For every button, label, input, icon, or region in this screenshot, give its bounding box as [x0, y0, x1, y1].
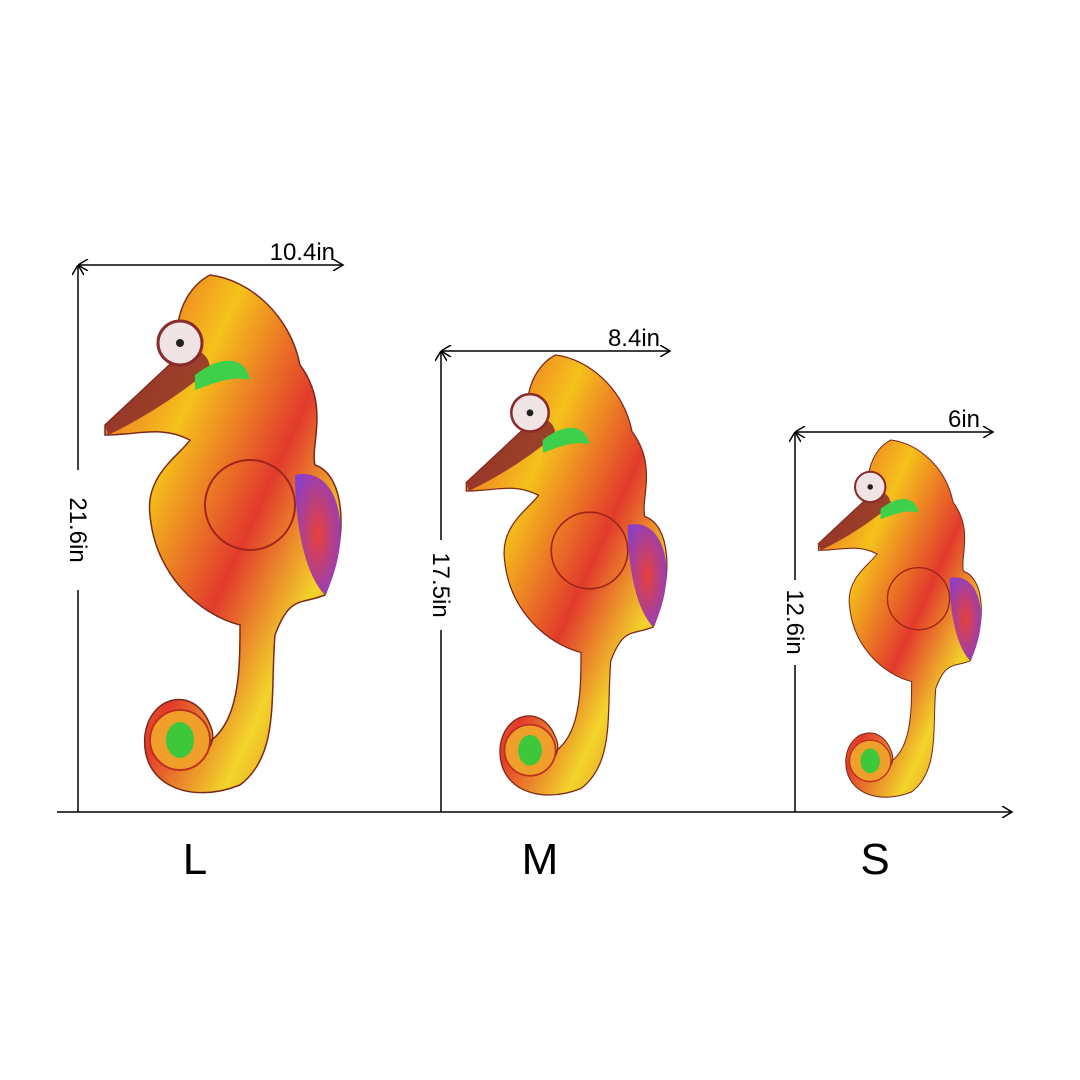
width-label-small: 6in	[948, 406, 980, 433]
size-label-medium: M	[522, 835, 559, 884]
height-label-small: 12.6in	[781, 589, 808, 654]
width-label-medium: 8.4in	[608, 325, 660, 352]
width-label-large: 10.4in	[270, 239, 335, 266]
height-label-medium: 17.5in	[427, 552, 454, 617]
seahorse-medium-image	[464, 353, 669, 797]
height-label-large: 21.6in	[64, 497, 91, 562]
seahorse-small-image	[817, 438, 983, 799]
size-label-large: L	[183, 835, 207, 884]
seahorse-large-image	[103, 273, 343, 795]
size-label-small: S	[860, 835, 889, 884]
